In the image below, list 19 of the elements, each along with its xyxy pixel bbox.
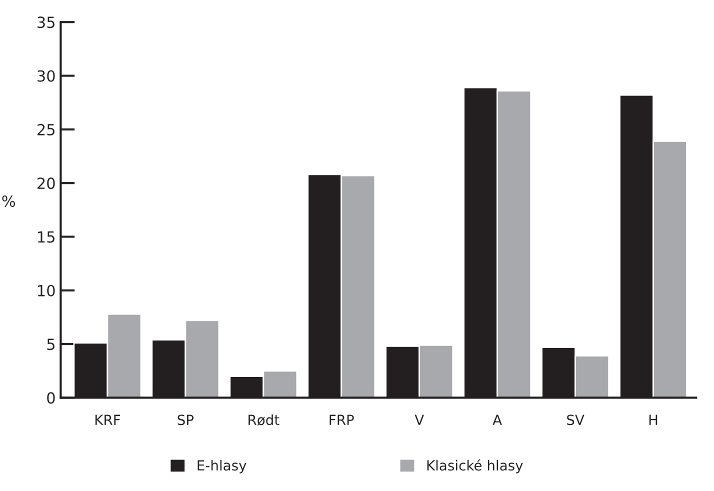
y-tick-label: 30 <box>38 70 55 82</box>
y-tick-label: 0 <box>47 392 55 404</box>
y-tick-label: 25 <box>38 124 54 136</box>
x-tick-label: SP <box>178 414 194 426</box>
y-tick-label: 15 <box>38 231 54 243</box>
x-tick-label: KRF <box>95 414 120 425</box>
legend-label: E-hlasy <box>198 460 246 474</box>
y-tick-label: 20 <box>38 178 55 190</box>
x-tick-label: A <box>492 414 502 425</box>
y-tick-label: 5 <box>47 338 54 350</box>
x-tick-label: V <box>414 414 424 425</box>
x-tick-label: FRP <box>330 414 354 425</box>
legend-label: Klasické hlasy <box>427 459 523 474</box>
y-axis-title: % <box>2 195 16 207</box>
x-tick-label: Rødt <box>248 414 280 426</box>
x-tick-label: H <box>649 414 658 425</box>
y-tick-label: 35 <box>38 16 54 28</box>
y-tick-label: 10 <box>38 284 55 296</box>
x-tick-label: SV <box>567 414 584 426</box>
